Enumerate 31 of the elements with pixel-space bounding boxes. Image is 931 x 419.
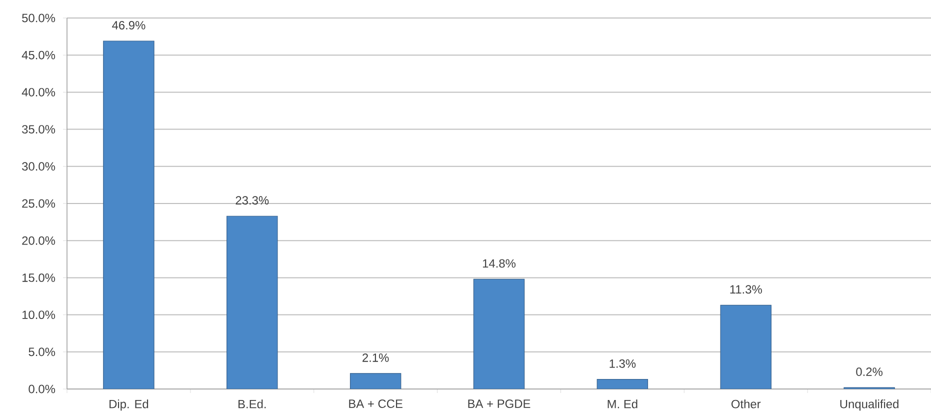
y-tick-label: 50.0%: [22, 14, 56, 22]
y-tick-label: 25.0%: [22, 199, 56, 208]
x-tick-label: B.Ed.: [238, 400, 266, 408]
x-tick-label: Other: [731, 400, 761, 408]
y-tick-label: 5.0%: [28, 348, 56, 356]
data-label: 46.9%: [112, 21, 146, 30]
x-tick-label: BA + CCE: [349, 400, 402, 408]
bar: [597, 379, 648, 389]
bar: [720, 304, 772, 389]
bar: [350, 373, 402, 389]
data-label: 2.1%: [362, 353, 389, 362]
data-label: 14.8%: [482, 259, 516, 268]
y-tick-label: 35.0%: [22, 125, 56, 134]
y-tick-label: 30.0%: [22, 162, 56, 171]
x-tick-label: BA + PGDE: [468, 400, 530, 408]
x-tick-label: M. Ed: [608, 400, 638, 408]
bar: [226, 216, 278, 389]
y-tick-label: 10.0%: [22, 310, 56, 320]
data-label: 1.3%: [610, 359, 636, 368]
y-tick-label: 40.0%: [22, 88, 56, 96]
data-label: 11.3%: [730, 285, 762, 294]
y-tick-label: 15.0%: [22, 273, 56, 282]
data-label: 23.3%: [236, 196, 269, 205]
x-tick-label: Unqualified: [840, 400, 898, 411]
y-tick-label: 20.0%: [22, 236, 56, 245]
y-tick-label: 0.0%: [28, 384, 56, 394]
data-label: 0.2%: [856, 368, 882, 376]
bar: [473, 278, 525, 389]
bar: [103, 40, 154, 389]
x-tick-label: Dip. Ed: [110, 400, 148, 411]
y-tick-label: 45.0%: [22, 50, 56, 60]
